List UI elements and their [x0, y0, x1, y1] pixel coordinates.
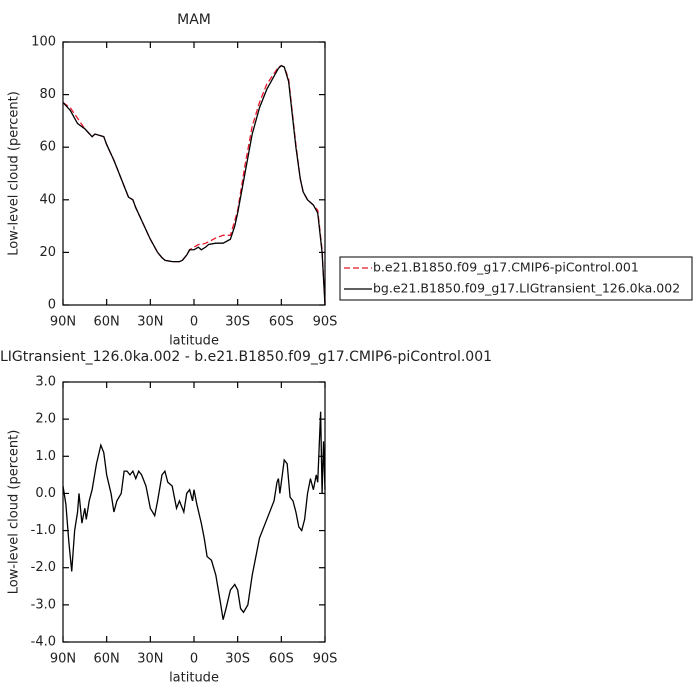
y-axis-label: Low-level cloud (percent) [7, 91, 22, 256]
y-tick-label: 60 [39, 140, 56, 155]
plot-frame [62, 381, 326, 643]
chart-title: LIGtransient_126.0ka.002 - b.e21.B1850.f… [0, 349, 492, 365]
y-tick-label: 40 [39, 192, 56, 207]
y-axis-label: Low-level cloud (percent) [7, 430, 22, 595]
y-tick-label: 0 [48, 298, 56, 313]
x-tick-label: 60N [94, 315, 120, 330]
x-tick-label: 30N [137, 315, 163, 330]
x-tick-label: 30S [225, 652, 250, 667]
x-tick-label: 90S [313, 315, 338, 330]
legend-label: b.e21.B1850.f09_g17.CMIP6-piControl.001 [373, 260, 639, 275]
plot-frame [62, 41, 326, 306]
y-tick-label: 2.0 [35, 412, 56, 427]
y-tick-label: -4.0 [31, 635, 56, 650]
data-line [62, 411, 326, 620]
x-axis-label: latitude [169, 671, 219, 686]
x-tick-label: 60N [94, 652, 120, 667]
y-tick-label: -2.0 [31, 560, 56, 575]
x-tick-label: 0 [190, 315, 198, 330]
x-tick-label: 0 [190, 652, 198, 667]
x-tick-label: 60S [269, 315, 294, 330]
y-tick-label: 1.0 [35, 449, 56, 464]
x-tick-label: 90S [313, 652, 338, 667]
x-axis-label: latitude [169, 334, 219, 349]
y-tick-label: 100 [31, 35, 56, 50]
x-tick-label: 30S [225, 315, 250, 330]
x-tick-label: 90N [50, 315, 76, 330]
y-tick-label: -3.0 [31, 597, 56, 612]
y-tick-label: 20 [39, 245, 56, 260]
data-line [62, 64, 326, 306]
x-tick-label: 30N [137, 652, 163, 667]
y-tick-label: -1.0 [31, 523, 56, 538]
y-tick-label: 3.0 [35, 375, 56, 390]
x-tick-label: 90N [50, 652, 76, 667]
data-line [62, 64, 326, 306]
chart-title: MAM [177, 12, 211, 28]
y-tick-label: 80 [39, 87, 56, 102]
legend-box [339, 256, 693, 301]
y-tick-label: 0.0 [35, 486, 56, 501]
legend-label: bg.e21.B1850.f09_g17.LIGtransient_126.0k… [373, 281, 680, 296]
legend: b.e21.B1850.f09_g17.CMIP6-piControl.001b… [339, 256, 693, 301]
x-tick-label: 60S [269, 652, 294, 667]
